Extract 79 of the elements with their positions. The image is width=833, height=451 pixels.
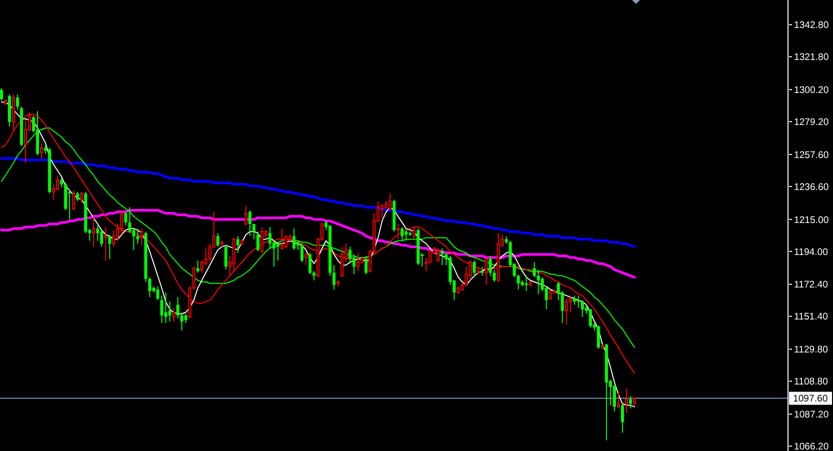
candlestick xyxy=(216,232,220,248)
candlestick xyxy=(92,216,96,248)
y-tick-label: 1300.20 xyxy=(794,84,829,96)
candlestick xyxy=(252,223,256,240)
candlestick xyxy=(100,230,104,248)
candlestick xyxy=(164,292,168,324)
candlestick xyxy=(128,206,132,234)
y-tick-label: 1151.40 xyxy=(794,312,828,323)
y-tick-label: 1087.20 xyxy=(794,409,829,420)
line-series xyxy=(0,157,636,248)
candlestick xyxy=(572,295,576,306)
candlestick xyxy=(588,308,592,328)
candlestick xyxy=(576,295,580,308)
candlestick xyxy=(236,236,240,254)
line-series xyxy=(0,208,636,279)
candlestick xyxy=(300,243,304,263)
y-tick-label: 1172.40 xyxy=(794,280,828,291)
candlestick xyxy=(440,248,444,266)
candlestick xyxy=(404,230,408,242)
candlestick xyxy=(196,260,200,274)
candlestick xyxy=(256,231,260,252)
candlestick xyxy=(348,246,352,264)
ref-line-label: 1097.60 xyxy=(793,394,828,405)
candlestick xyxy=(296,240,300,250)
y-tick-label: 1129.80 xyxy=(794,344,828,356)
candlestick xyxy=(104,226,108,262)
y-tick-label: 1108.80 xyxy=(794,376,828,388)
y-tick-label: 1342.80 xyxy=(794,20,829,32)
candlestick xyxy=(176,296,180,319)
y-tick-label: 1236.60 xyxy=(794,182,829,193)
y-tick-label: 1066.20 xyxy=(794,441,829,451)
candlestick xyxy=(536,269,540,295)
candlestick xyxy=(292,228,296,250)
candlestick xyxy=(352,254,356,275)
candlestick xyxy=(312,270,316,281)
candlestick xyxy=(480,266,484,276)
candlestick xyxy=(532,262,536,278)
candlestick xyxy=(596,326,600,350)
candlestick xyxy=(276,242,280,262)
candlestick xyxy=(0,88,4,102)
candlestick xyxy=(308,252,312,275)
y-tick-label: 1215.00 xyxy=(794,214,829,226)
candlestick xyxy=(16,94,20,110)
candlestick xyxy=(248,210,252,237)
candlestick xyxy=(180,312,184,332)
y-tick-label: 1321.80 xyxy=(794,52,829,64)
candlestick xyxy=(184,313,188,324)
candlestick xyxy=(400,226,404,242)
candlestick xyxy=(524,275,528,292)
candlestick xyxy=(160,295,164,324)
candlestick xyxy=(156,286,160,301)
candlestick xyxy=(364,255,368,275)
candlestick xyxy=(168,301,172,322)
candlestick xyxy=(628,396,632,409)
candlestick xyxy=(96,225,100,242)
candlestick xyxy=(492,269,496,282)
candlestick xyxy=(580,300,584,318)
candlestick xyxy=(60,178,64,188)
candlestick xyxy=(488,255,492,276)
candlestick xyxy=(332,264,336,290)
candlestick xyxy=(148,276,152,298)
candlestick xyxy=(624,388,628,414)
y-tick-label: 1279.20 xyxy=(794,116,829,128)
candlestick xyxy=(136,228,140,244)
candlestick xyxy=(516,274,520,290)
candlestick xyxy=(124,211,128,226)
candlestick xyxy=(224,244,228,270)
candlestick xyxy=(108,234,112,260)
candlestick xyxy=(40,142,44,159)
candlestick xyxy=(612,384,616,412)
candlestick xyxy=(388,193,392,211)
candlestick xyxy=(76,191,80,202)
candlestick xyxy=(268,226,272,249)
candlestick xyxy=(24,120,28,164)
y-tick-label: 1257.60 xyxy=(794,150,829,161)
candlestick xyxy=(472,260,476,278)
line-series xyxy=(1,127,635,348)
candlestick xyxy=(620,403,624,434)
y-tick-label: 1194.00 xyxy=(794,246,828,258)
